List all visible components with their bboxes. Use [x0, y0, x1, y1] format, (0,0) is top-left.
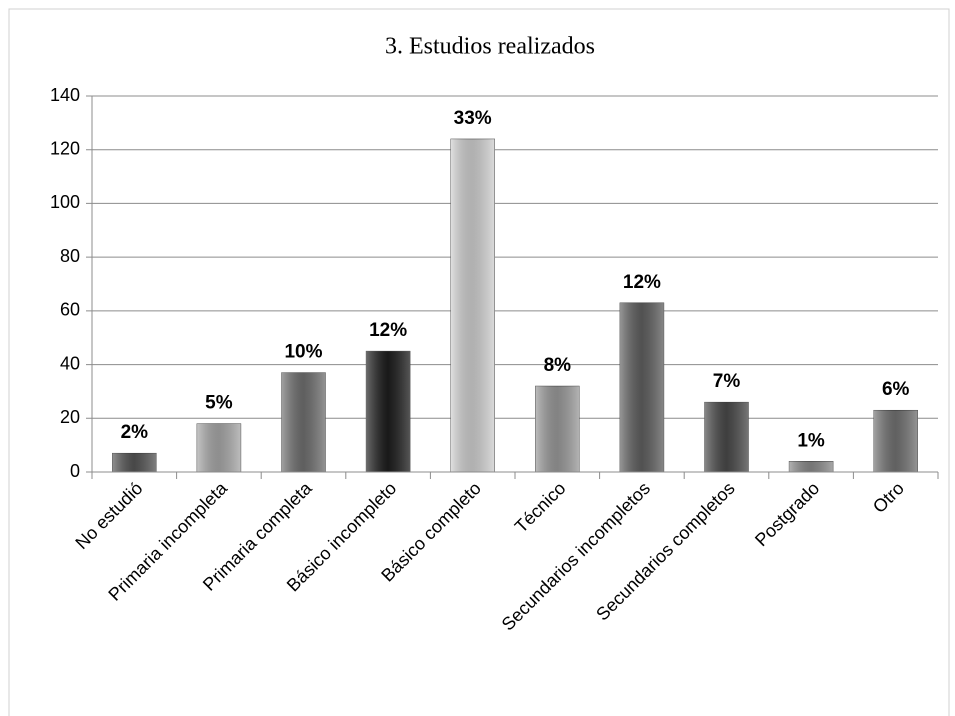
annotation: 2%: [121, 422, 149, 443]
chart-title: 3. Estudios realizados: [385, 34, 595, 60]
y-tick-label: 0: [70, 461, 80, 481]
x-tick-label: Técnico: [511, 478, 570, 537]
x-tick-label: No estudió: [71, 478, 146, 553]
annotation: 5%: [205, 393, 233, 414]
bar-shine: [704, 402, 749, 472]
x-tick-label: Postgrado: [751, 478, 823, 550]
annotation: 12%: [369, 320, 407, 341]
annotation: 10%: [284, 342, 322, 363]
annotation: 33%: [454, 108, 492, 129]
bar-shine: [196, 423, 241, 472]
bar-shine: [366, 351, 411, 472]
annotation: 6%: [882, 379, 910, 400]
bar-shine: [619, 302, 664, 472]
y-tick-label: 20: [60, 407, 80, 427]
y-tick-label: 40: [60, 353, 80, 373]
y-tick-label: 140: [50, 85, 80, 105]
annotation: 8%: [544, 355, 572, 376]
y-tick-label: 60: [60, 300, 80, 320]
bar-shine: [873, 410, 918, 472]
x-tick-label: Secundarios completos: [592, 478, 738, 624]
x-tick-label: Otro: [869, 478, 908, 517]
y-tick-label: 120: [50, 138, 80, 158]
bar-shine: [789, 461, 834, 472]
chart-border: [8, 8, 950, 716]
annotation: 12%: [623, 272, 661, 293]
bar-shine: [450, 138, 495, 472]
y-tick-label: 100: [50, 192, 80, 212]
bar-shine: [112, 453, 157, 472]
annotation: 7%: [713, 371, 741, 392]
y-tick-label: 80: [60, 246, 80, 266]
bar-shine: [281, 372, 326, 472]
bar-shine: [535, 386, 580, 472]
x-tick-label: Secundarios incompletos: [498, 478, 654, 634]
annotation: 1%: [797, 430, 825, 451]
